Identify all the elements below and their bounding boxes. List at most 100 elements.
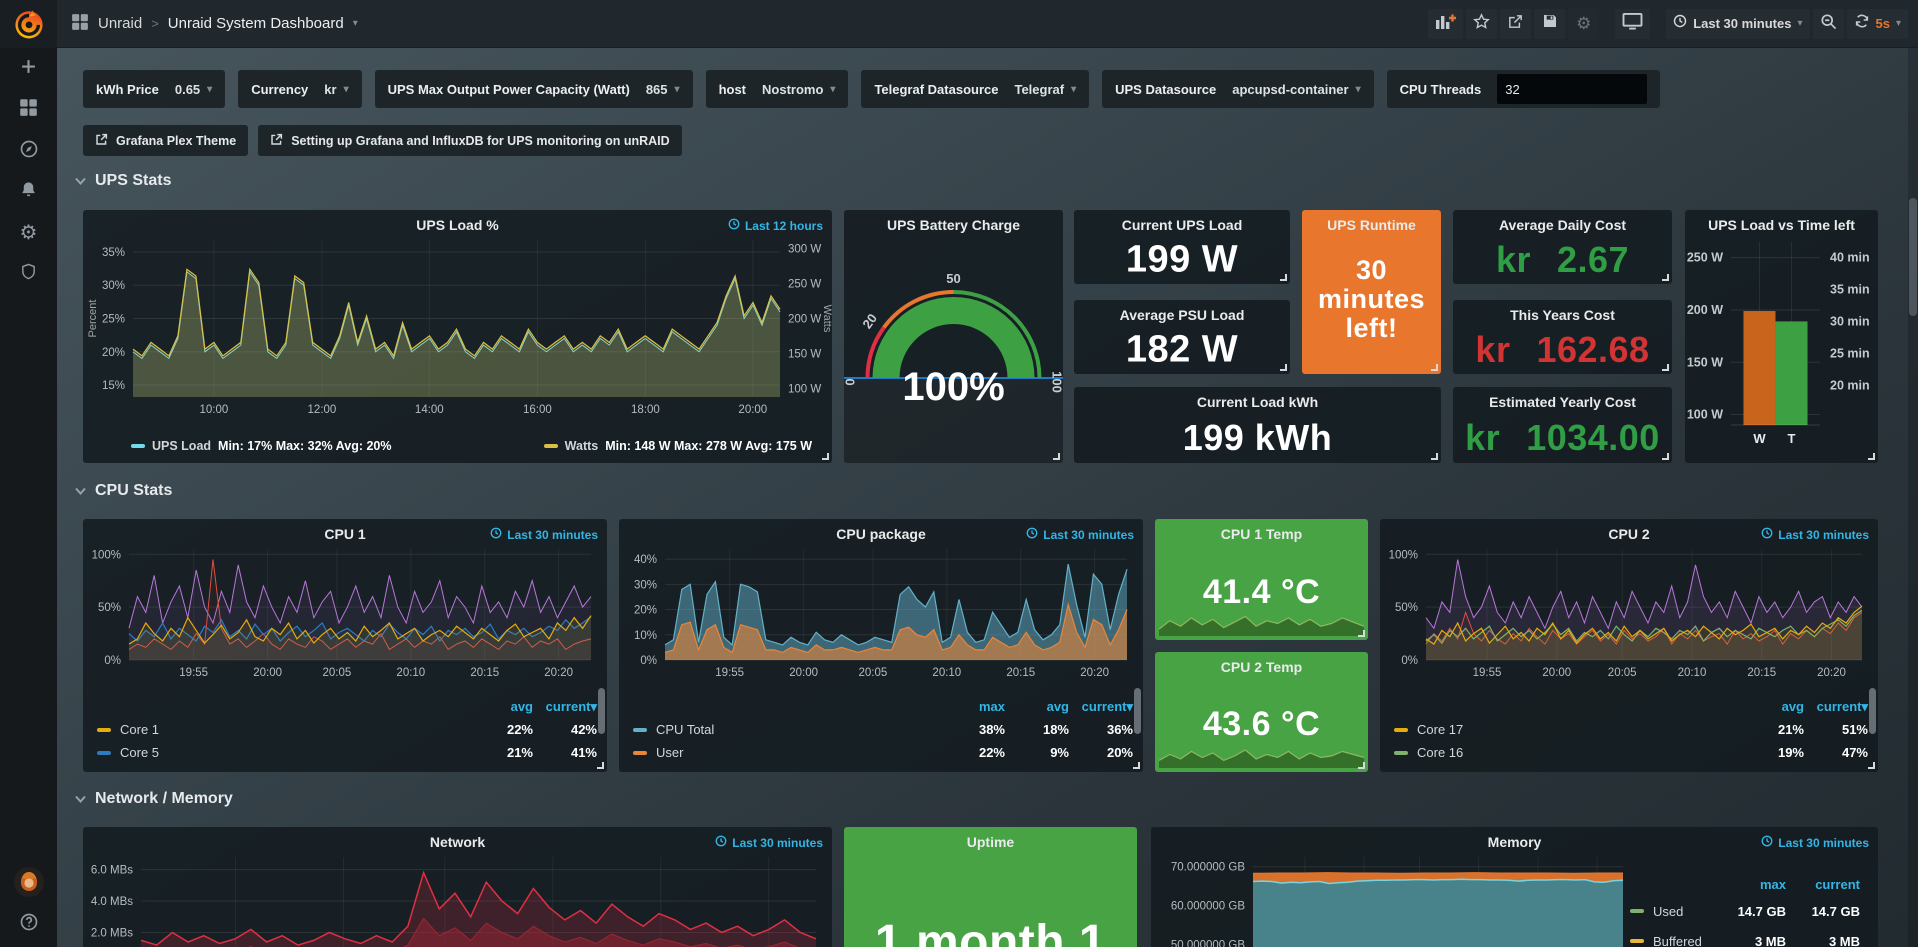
dashboard-link[interactable]: Grafana Plex Theme <box>83 125 249 156</box>
legend-column-current[interactable]: current▾ <box>1816 698 1868 714</box>
panel-title[interactable]: This Years Cost <box>1510 307 1615 323</box>
share-button[interactable] <box>1500 8 1532 39</box>
section-header-nm[interactable]: Network / Memory <box>75 790 233 808</box>
resize-handle[interactable] <box>1662 274 1669 281</box>
section-header-cpu[interactable]: CPU Stats <box>75 482 172 500</box>
panel-title[interactable]: UPS Load vs Time left <box>1708 217 1855 233</box>
variable-value-ups-max-output-power-capacity-watt[interactable]: 865 ▾ <box>645 81 680 97</box>
legend-header: max current <box>1630 873 1860 896</box>
variable-value-currency[interactable]: kr ▾ <box>324 81 349 97</box>
legend-series-name[interactable]: Used <box>1630 904 1712 919</box>
dashboard-grid-icon[interactable] <box>71 13 89 35</box>
legend-column-max[interactable]: max <box>1759 877 1786 892</box>
resize-handle[interactable] <box>1280 364 1287 371</box>
settings-button[interactable]: ⚙ <box>1568 8 1600 39</box>
svg-text:20:00: 20:00 <box>1542 667 1571 679</box>
legend-column-avg[interactable]: avg <box>510 699 533 714</box>
resize-handle[interactable] <box>822 453 829 460</box>
panel-title[interactable]: CPU 2 Temp <box>1220 659 1303 675</box>
variable-input-cpu-threads[interactable] <box>1497 74 1648 104</box>
save-button[interactable] <box>1534 8 1566 39</box>
legend-series-name[interactable]: Core 1 <box>97 722 469 737</box>
time-range-picker[interactable]: Last 30 minutes ▾ <box>1666 8 1810 39</box>
resize-handle[interactable] <box>1431 453 1438 460</box>
variable-value-ups-datasource[interactable]: apcupsd-container ▾ <box>1232 81 1361 97</box>
section-header-ups[interactable]: UPS Stats <box>75 172 171 190</box>
resize-handle[interactable] <box>1280 274 1287 281</box>
dashboard-link[interactable]: Setting up Grafana and InfluxDB for UPS … <box>258 125 682 156</box>
page-title[interactable]: Unraid System Dashboard <box>167 15 344 32</box>
resize-handle[interactable] <box>597 762 604 769</box>
legend-scrollbar[interactable] <box>1869 688 1876 734</box>
zoom-out-button[interactable] <box>1812 8 1844 39</box>
legend-series-name[interactable]: Core 16 <box>1394 745 1740 760</box>
star-button[interactable] <box>1466 8 1498 39</box>
cycle-view-button[interactable] <box>1615 8 1651 39</box>
panel-title[interactable]: UPS Runtime <box>1327 217 1416 233</box>
share-icon <box>1507 13 1524 35</box>
legend-swatch[interactable] <box>131 444 145 448</box>
legend-series-name[interactable]: Buffered <box>1630 934 1712 947</box>
panel-title[interactable]: CPU package <box>836 526 926 542</box>
scrollbar-thumb[interactable] <box>1909 198 1917 316</box>
refresh-picker[interactable]: 5s ▾ <box>1846 8 1908 39</box>
panel-title[interactable]: Average Daily Cost <box>1498 217 1627 233</box>
legend-series-name[interactable]: Core 17 <box>1394 722 1740 737</box>
resize-handle[interactable] <box>1868 762 1875 769</box>
sidebar-item-server-admin[interactable] <box>0 254 57 294</box>
sidebar-item-alerting[interactable] <box>0 172 57 212</box>
panel-title[interactable]: UPS Load % <box>416 217 499 233</box>
sidebar-item-configuration[interactable]: ⚙ <box>0 213 57 253</box>
resize-handle[interactable] <box>1431 364 1438 371</box>
resize-handle[interactable] <box>1358 630 1365 637</box>
panel-title[interactable]: CPU 2 <box>1608 526 1650 542</box>
panel-title[interactable]: Uptime <box>966 834 1015 850</box>
navbar-actions: ⚙ Last 30 minutes ▾ 5s ▾ <box>1425 8 1908 39</box>
panel-title[interactable]: Memory <box>1487 834 1542 850</box>
panel-time-range: Last 30 minutes <box>1761 527 1869 542</box>
legend-column-current[interactable]: current▾ <box>545 698 597 714</box>
panel-title[interactable]: Estimated Yearly Cost <box>1489 394 1636 410</box>
resize-handle[interactable] <box>1662 453 1669 460</box>
panel-title[interactable]: UPS Battery Charge <box>886 217 1021 233</box>
variable-value-telegraf-datasource[interactable]: Telegraf ▾ <box>1014 81 1077 97</box>
resize-handle[interactable] <box>1358 762 1365 769</box>
legend-series-name[interactable]: Watts <box>564 439 599 453</box>
legend-swatch[interactable] <box>543 444 558 448</box>
panel-title[interactable]: CPU 1 Temp <box>1220 526 1303 542</box>
resize-handle[interactable] <box>1662 364 1669 371</box>
sidebar-item-create[interactable] <box>0 49 57 89</box>
legend-series-name[interactable]: UPS Load <box>152 439 212 453</box>
legend-column-avg[interactable]: avg <box>1781 699 1804 714</box>
legend-series-name[interactable]: CPU Total <box>633 722 941 737</box>
legend-column-max[interactable]: max <box>978 699 1005 714</box>
panel-title[interactable]: CPU 1 <box>324 526 366 542</box>
sidebar-item-explore[interactable] <box>0 131 57 171</box>
variable-value-kwh-price[interactable]: 0.65 ▾ <box>174 81 213 97</box>
legend-series-name[interactable]: User <box>633 745 941 760</box>
grafana-logo[interactable] <box>0 0 57 48</box>
legend-scrollbar[interactable] <box>598 688 605 734</box>
panel-title[interactable]: Current Load kWh <box>1196 394 1319 410</box>
resize-handle[interactable] <box>1133 762 1140 769</box>
legend-column-current[interactable]: current <box>1815 877 1860 892</box>
chevron-down-icon[interactable]: ▾ <box>352 18 358 29</box>
panel-title[interactable]: Average PSU Load <box>1119 307 1245 323</box>
sidebar-item-user-profile[interactable] <box>13 867 44 902</box>
breadcrumb-app[interactable]: Unraid <box>98 15 143 32</box>
legend-series-name[interactable]: Core 5 <box>97 745 469 760</box>
legend-column-avg[interactable]: avg <box>1046 699 1069 714</box>
page-scrollbar[interactable] <box>1908 48 1918 947</box>
legend-scrollbar[interactable] <box>1134 688 1141 734</box>
legend-column-current[interactable]: current▾ <box>1081 698 1133 714</box>
add-panel-button[interactable] <box>1428 8 1464 39</box>
sidebar-item-help[interactable] <box>19 912 39 937</box>
panel-ups_load: UPS Load % Last 12 hours 15% 20% 25% 30% 35% 10… <box>83 210 832 463</box>
panel-title[interactable]: Current UPS Load <box>1121 217 1243 233</box>
resize-handle[interactable] <box>1053 453 1060 460</box>
panel-title[interactable]: Network <box>429 834 486 850</box>
resize-handle[interactable] <box>1868 453 1875 460</box>
legend-row: Core 1 22% 42% <box>97 718 597 741</box>
variable-value-host[interactable]: Nostromo ▾ <box>762 81 836 97</box>
sidebar-item-dashboards[interactable] <box>0 90 57 130</box>
